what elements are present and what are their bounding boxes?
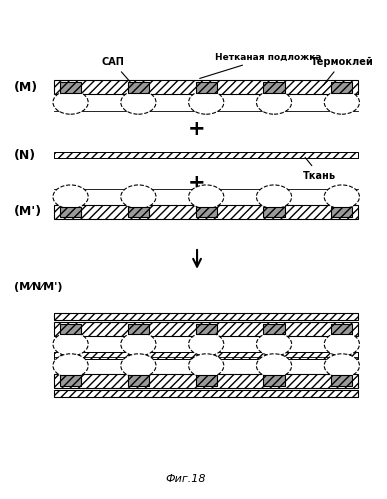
Text: САП: САП — [101, 57, 133, 85]
Text: +: + — [188, 173, 206, 193]
Ellipse shape — [121, 185, 156, 209]
Bar — [60, 207, 81, 218]
Ellipse shape — [188, 90, 224, 114]
Ellipse shape — [53, 332, 88, 356]
Bar — [331, 207, 353, 218]
Ellipse shape — [257, 354, 292, 378]
Bar — [128, 375, 149, 386]
Bar — [54, 390, 358, 397]
Text: (M⁄N⁄M'): (M⁄N⁄M') — [14, 281, 62, 291]
Bar — [331, 323, 353, 334]
Bar — [128, 323, 149, 334]
Bar — [54, 322, 358, 336]
Bar — [54, 152, 358, 158]
Ellipse shape — [188, 185, 224, 209]
Text: (M): (M) — [14, 81, 38, 94]
Bar — [128, 82, 149, 93]
Text: Ткань: Ткань — [303, 157, 336, 181]
Bar — [54, 352, 358, 359]
Ellipse shape — [257, 185, 292, 209]
Ellipse shape — [324, 185, 360, 209]
Bar — [264, 375, 285, 386]
Bar — [54, 80, 358, 94]
Ellipse shape — [324, 354, 360, 378]
Ellipse shape — [121, 354, 156, 378]
Text: +: + — [188, 119, 206, 139]
Bar — [195, 375, 217, 386]
Bar — [264, 82, 285, 93]
Text: (M'): (M') — [14, 206, 42, 219]
Bar — [60, 323, 81, 334]
Bar — [195, 207, 217, 218]
Bar — [128, 207, 149, 218]
Ellipse shape — [121, 332, 156, 356]
Ellipse shape — [188, 332, 224, 356]
Ellipse shape — [257, 332, 292, 356]
Ellipse shape — [121, 90, 156, 114]
Bar — [264, 323, 285, 334]
Text: (N): (N) — [14, 149, 36, 162]
Ellipse shape — [324, 90, 360, 114]
Bar — [54, 205, 358, 219]
Ellipse shape — [324, 332, 360, 356]
Ellipse shape — [53, 354, 88, 378]
Bar — [195, 323, 217, 334]
Bar — [264, 207, 285, 218]
Ellipse shape — [257, 90, 292, 114]
Ellipse shape — [53, 90, 88, 114]
Bar — [331, 82, 353, 93]
Bar — [54, 374, 358, 388]
Ellipse shape — [53, 185, 88, 209]
Text: Термоклей: Термоклей — [311, 57, 373, 85]
Bar — [195, 82, 217, 93]
Bar — [60, 82, 81, 93]
Text: Нетканая подложка: Нетканая подложка — [200, 52, 322, 78]
Bar — [331, 375, 353, 386]
Bar — [54, 313, 358, 320]
Text: Фиг.18: Фиг.18 — [166, 474, 206, 484]
Ellipse shape — [188, 354, 224, 378]
Bar — [60, 375, 81, 386]
